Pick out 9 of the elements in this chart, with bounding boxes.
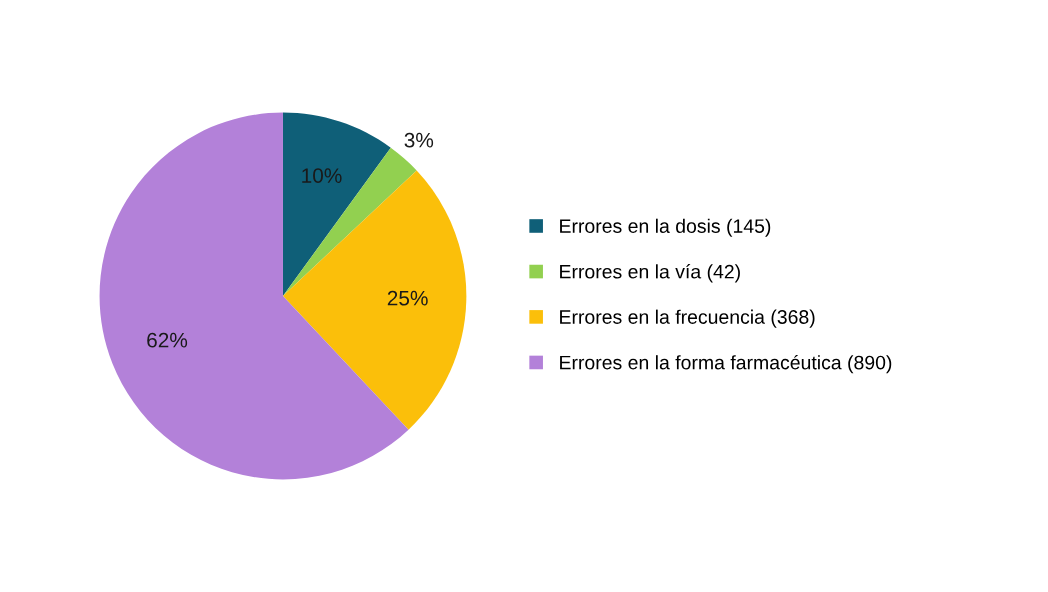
legend-label: Errores en la forma farmacéutica (890) [560, 354, 892, 374]
pie-slice [282, 170, 467, 430]
data-label: 10% [302, 168, 342, 183]
data-label: 62% [147, 332, 188, 348]
data-label: 25% [387, 290, 428, 306]
legend-label: Errores en la dosis (145) [560, 218, 771, 237]
legend-label: Errores en la vía (42) [560, 264, 740, 283]
legend-label: Errores en la frecuencia (368) [560, 309, 815, 328]
data-label: 3% [404, 132, 434, 148]
